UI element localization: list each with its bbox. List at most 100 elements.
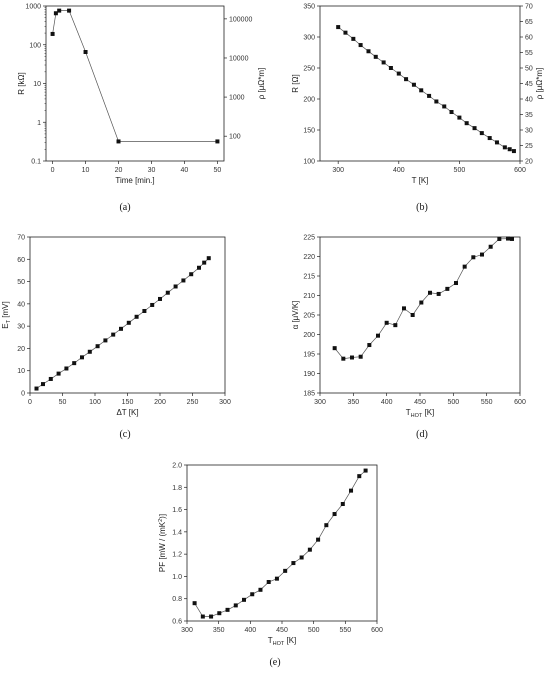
y2-tick-label: 55	[525, 50, 533, 57]
y-tick-label: 200	[303, 332, 315, 339]
data-point	[119, 326, 123, 331]
x-tick-label: 400	[393, 167, 405, 174]
series-line	[52, 10, 218, 142]
data-point	[103, 338, 108, 343]
x-tick-label: 0	[51, 167, 55, 174]
data-point	[419, 88, 424, 93]
panel-caption: (d)	[416, 429, 428, 440]
data-point	[41, 382, 45, 387]
x-tick-label: 450	[276, 627, 288, 634]
panel-caption: (a)	[119, 202, 130, 213]
y-tick-label: 150	[303, 128, 315, 135]
data-point	[367, 343, 372, 348]
data-point	[462, 264, 467, 269]
data-point	[324, 523, 329, 528]
data-point	[351, 36, 356, 41]
data-point	[95, 344, 100, 349]
y-tick-label: 220	[303, 254, 315, 261]
data-point	[209, 614, 214, 619]
y-tick-label: 300	[303, 35, 315, 42]
data-point	[366, 49, 371, 54]
data-point	[142, 308, 147, 313]
data-point	[34, 386, 39, 391]
data-point	[80, 355, 84, 360]
data-point	[434, 99, 439, 104]
series-line	[36, 257, 210, 389]
data-point	[215, 139, 220, 144]
y-tick-label: 185	[303, 391, 315, 398]
data-point	[116, 139, 121, 144]
data-point	[150, 302, 155, 307]
data-point	[291, 561, 296, 566]
x-tick-label: 550	[481, 399, 493, 406]
y-tick-label: 20	[17, 346, 25, 353]
x-tick-label: 350	[213, 627, 225, 634]
data-point	[181, 278, 186, 283]
data-point	[502, 145, 507, 150]
data-point	[250, 592, 255, 597]
y2-tick-label: 100000	[229, 16, 252, 23]
x-tick-label: 600	[371, 627, 383, 634]
y-tick-label: 100	[29, 42, 41, 49]
y-axis-label: ET [mV]	[1, 301, 12, 328]
x-tick-label: 40	[181, 167, 189, 174]
series-line	[194, 470, 366, 617]
data-point	[126, 320, 131, 325]
data-point	[266, 580, 271, 584]
x-tick-label: 400	[381, 399, 393, 406]
x-tick-label: 500	[308, 627, 320, 634]
y-tick-label: 1.0	[172, 574, 182, 581]
data-point	[316, 537, 321, 542]
y2-tick-label: 25	[525, 143, 533, 150]
data-point	[307, 547, 312, 552]
chart-panel-d: 300 350 400 450 500 550 600 185 190 195 200 205 210 2…	[291, 235, 526, 441]
y-tick-label: 210	[303, 293, 315, 300]
y-tick-label: 0.1	[31, 159, 41, 166]
data-point	[442, 104, 447, 109]
data-point	[497, 236, 502, 241]
data-point	[358, 43, 363, 48]
x-tick-label: 400	[244, 627, 256, 634]
data-point	[233, 603, 238, 608]
data-point	[48, 376, 53, 381]
data-point	[332, 512, 337, 517]
data-point	[332, 346, 337, 351]
y-axis-label: α [μV/K]	[291, 301, 300, 330]
y-tick-label: 1000	[25, 4, 41, 11]
data-point	[410, 313, 415, 317]
data-point	[200, 614, 205, 619]
x-axis-label: T [K]	[412, 176, 429, 185]
chart-panel-c: 0 50 100 150 200 250 300 0 10 20 30 40 50 60 70 ΔT [K] E…	[1, 235, 231, 441]
x-tick-label: 300	[219, 399, 231, 406]
x-tick-label: 250	[187, 399, 199, 406]
data-point	[487, 136, 492, 141]
data-point	[471, 255, 476, 260]
x-axis-label: Time [min.]	[115, 176, 154, 185]
panel-caption: (c)	[119, 429, 130, 440]
data-point	[393, 323, 398, 328]
data-point	[358, 354, 363, 359]
x-tick-label: 150	[122, 399, 134, 406]
data-point	[165, 290, 170, 295]
x-tick-label: 0	[28, 399, 32, 406]
plot-frame	[319, 236, 521, 394]
data-point	[402, 306, 406, 311]
x-axis-label: THOT [K]	[406, 408, 435, 419]
data-point	[363, 468, 368, 473]
y2-tick-label: 10000	[229, 55, 249, 62]
chart-panel-e: 300 350 400 450 500 550 600 0.6 0.8 1.0 1.2 1.4 1.6 1…	[158, 463, 383, 669]
data-point	[479, 131, 484, 136]
data-point	[192, 601, 197, 606]
data-point	[72, 361, 77, 366]
data-point	[258, 587, 263, 592]
data-point	[350, 355, 354, 360]
data-point	[87, 349, 92, 354]
data-point	[454, 281, 458, 286]
y2-tick-label: 35	[525, 112, 533, 119]
y-tick-label: 30	[17, 324, 25, 331]
x-tick-label: 600	[514, 167, 526, 174]
x-tick-label: 500	[447, 399, 459, 406]
x-axis-label: THOT [K]	[268, 636, 297, 647]
data-point	[494, 140, 499, 145]
data-point	[349, 488, 354, 493]
